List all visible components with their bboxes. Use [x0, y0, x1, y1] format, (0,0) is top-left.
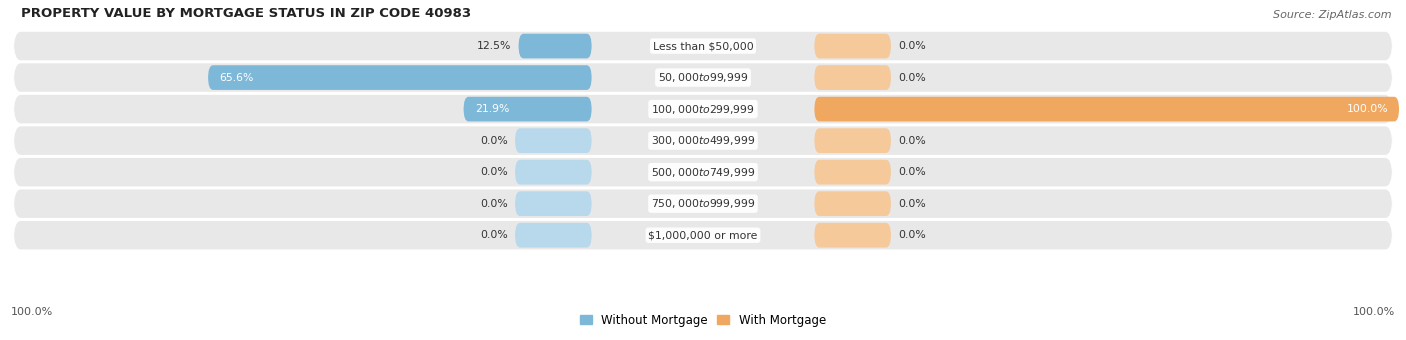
Text: $1,000,000 or more: $1,000,000 or more — [648, 230, 758, 240]
FancyBboxPatch shape — [814, 223, 891, 248]
FancyBboxPatch shape — [515, 128, 592, 153]
FancyBboxPatch shape — [814, 34, 891, 58]
FancyBboxPatch shape — [515, 160, 592, 185]
FancyBboxPatch shape — [519, 34, 592, 58]
FancyBboxPatch shape — [208, 65, 592, 90]
FancyBboxPatch shape — [14, 189, 1392, 218]
Text: 0.0%: 0.0% — [481, 136, 508, 146]
Text: $500,000 to $749,999: $500,000 to $749,999 — [651, 166, 755, 178]
Text: 0.0%: 0.0% — [898, 72, 925, 83]
Text: 0.0%: 0.0% — [481, 230, 508, 240]
FancyBboxPatch shape — [814, 191, 891, 216]
Text: 0.0%: 0.0% — [898, 230, 925, 240]
Text: Less than $50,000: Less than $50,000 — [652, 41, 754, 51]
FancyBboxPatch shape — [14, 126, 1392, 155]
Legend: Without Mortgage, With Mortgage: Without Mortgage, With Mortgage — [575, 309, 831, 332]
Text: $750,000 to $999,999: $750,000 to $999,999 — [651, 197, 755, 210]
Text: 0.0%: 0.0% — [898, 41, 925, 51]
Text: 100.0%: 100.0% — [1347, 104, 1388, 114]
Text: 65.6%: 65.6% — [219, 72, 253, 83]
FancyBboxPatch shape — [464, 97, 592, 121]
FancyBboxPatch shape — [14, 63, 1392, 92]
FancyBboxPatch shape — [814, 160, 891, 185]
Text: Source: ZipAtlas.com: Source: ZipAtlas.com — [1274, 10, 1392, 20]
Text: 100.0%: 100.0% — [1353, 307, 1395, 317]
Text: 12.5%: 12.5% — [477, 41, 512, 51]
Text: 100.0%: 100.0% — [11, 307, 53, 317]
Text: $100,000 to $299,999: $100,000 to $299,999 — [651, 103, 755, 116]
FancyBboxPatch shape — [814, 128, 891, 153]
Text: 0.0%: 0.0% — [481, 167, 508, 177]
Text: $300,000 to $499,999: $300,000 to $499,999 — [651, 134, 755, 147]
Text: $50,000 to $99,999: $50,000 to $99,999 — [658, 71, 748, 84]
Text: 0.0%: 0.0% — [898, 136, 925, 146]
FancyBboxPatch shape — [515, 191, 592, 216]
Text: 0.0%: 0.0% — [898, 167, 925, 177]
FancyBboxPatch shape — [814, 97, 1399, 121]
FancyBboxPatch shape — [14, 95, 1392, 123]
FancyBboxPatch shape — [814, 65, 891, 90]
Text: 0.0%: 0.0% — [481, 199, 508, 209]
Text: PROPERTY VALUE BY MORTGAGE STATUS IN ZIP CODE 40983: PROPERTY VALUE BY MORTGAGE STATUS IN ZIP… — [21, 7, 471, 20]
FancyBboxPatch shape — [14, 158, 1392, 186]
Text: 0.0%: 0.0% — [898, 199, 925, 209]
FancyBboxPatch shape — [515, 223, 592, 248]
FancyBboxPatch shape — [14, 221, 1392, 250]
FancyBboxPatch shape — [14, 32, 1392, 60]
Text: 21.9%: 21.9% — [475, 104, 509, 114]
